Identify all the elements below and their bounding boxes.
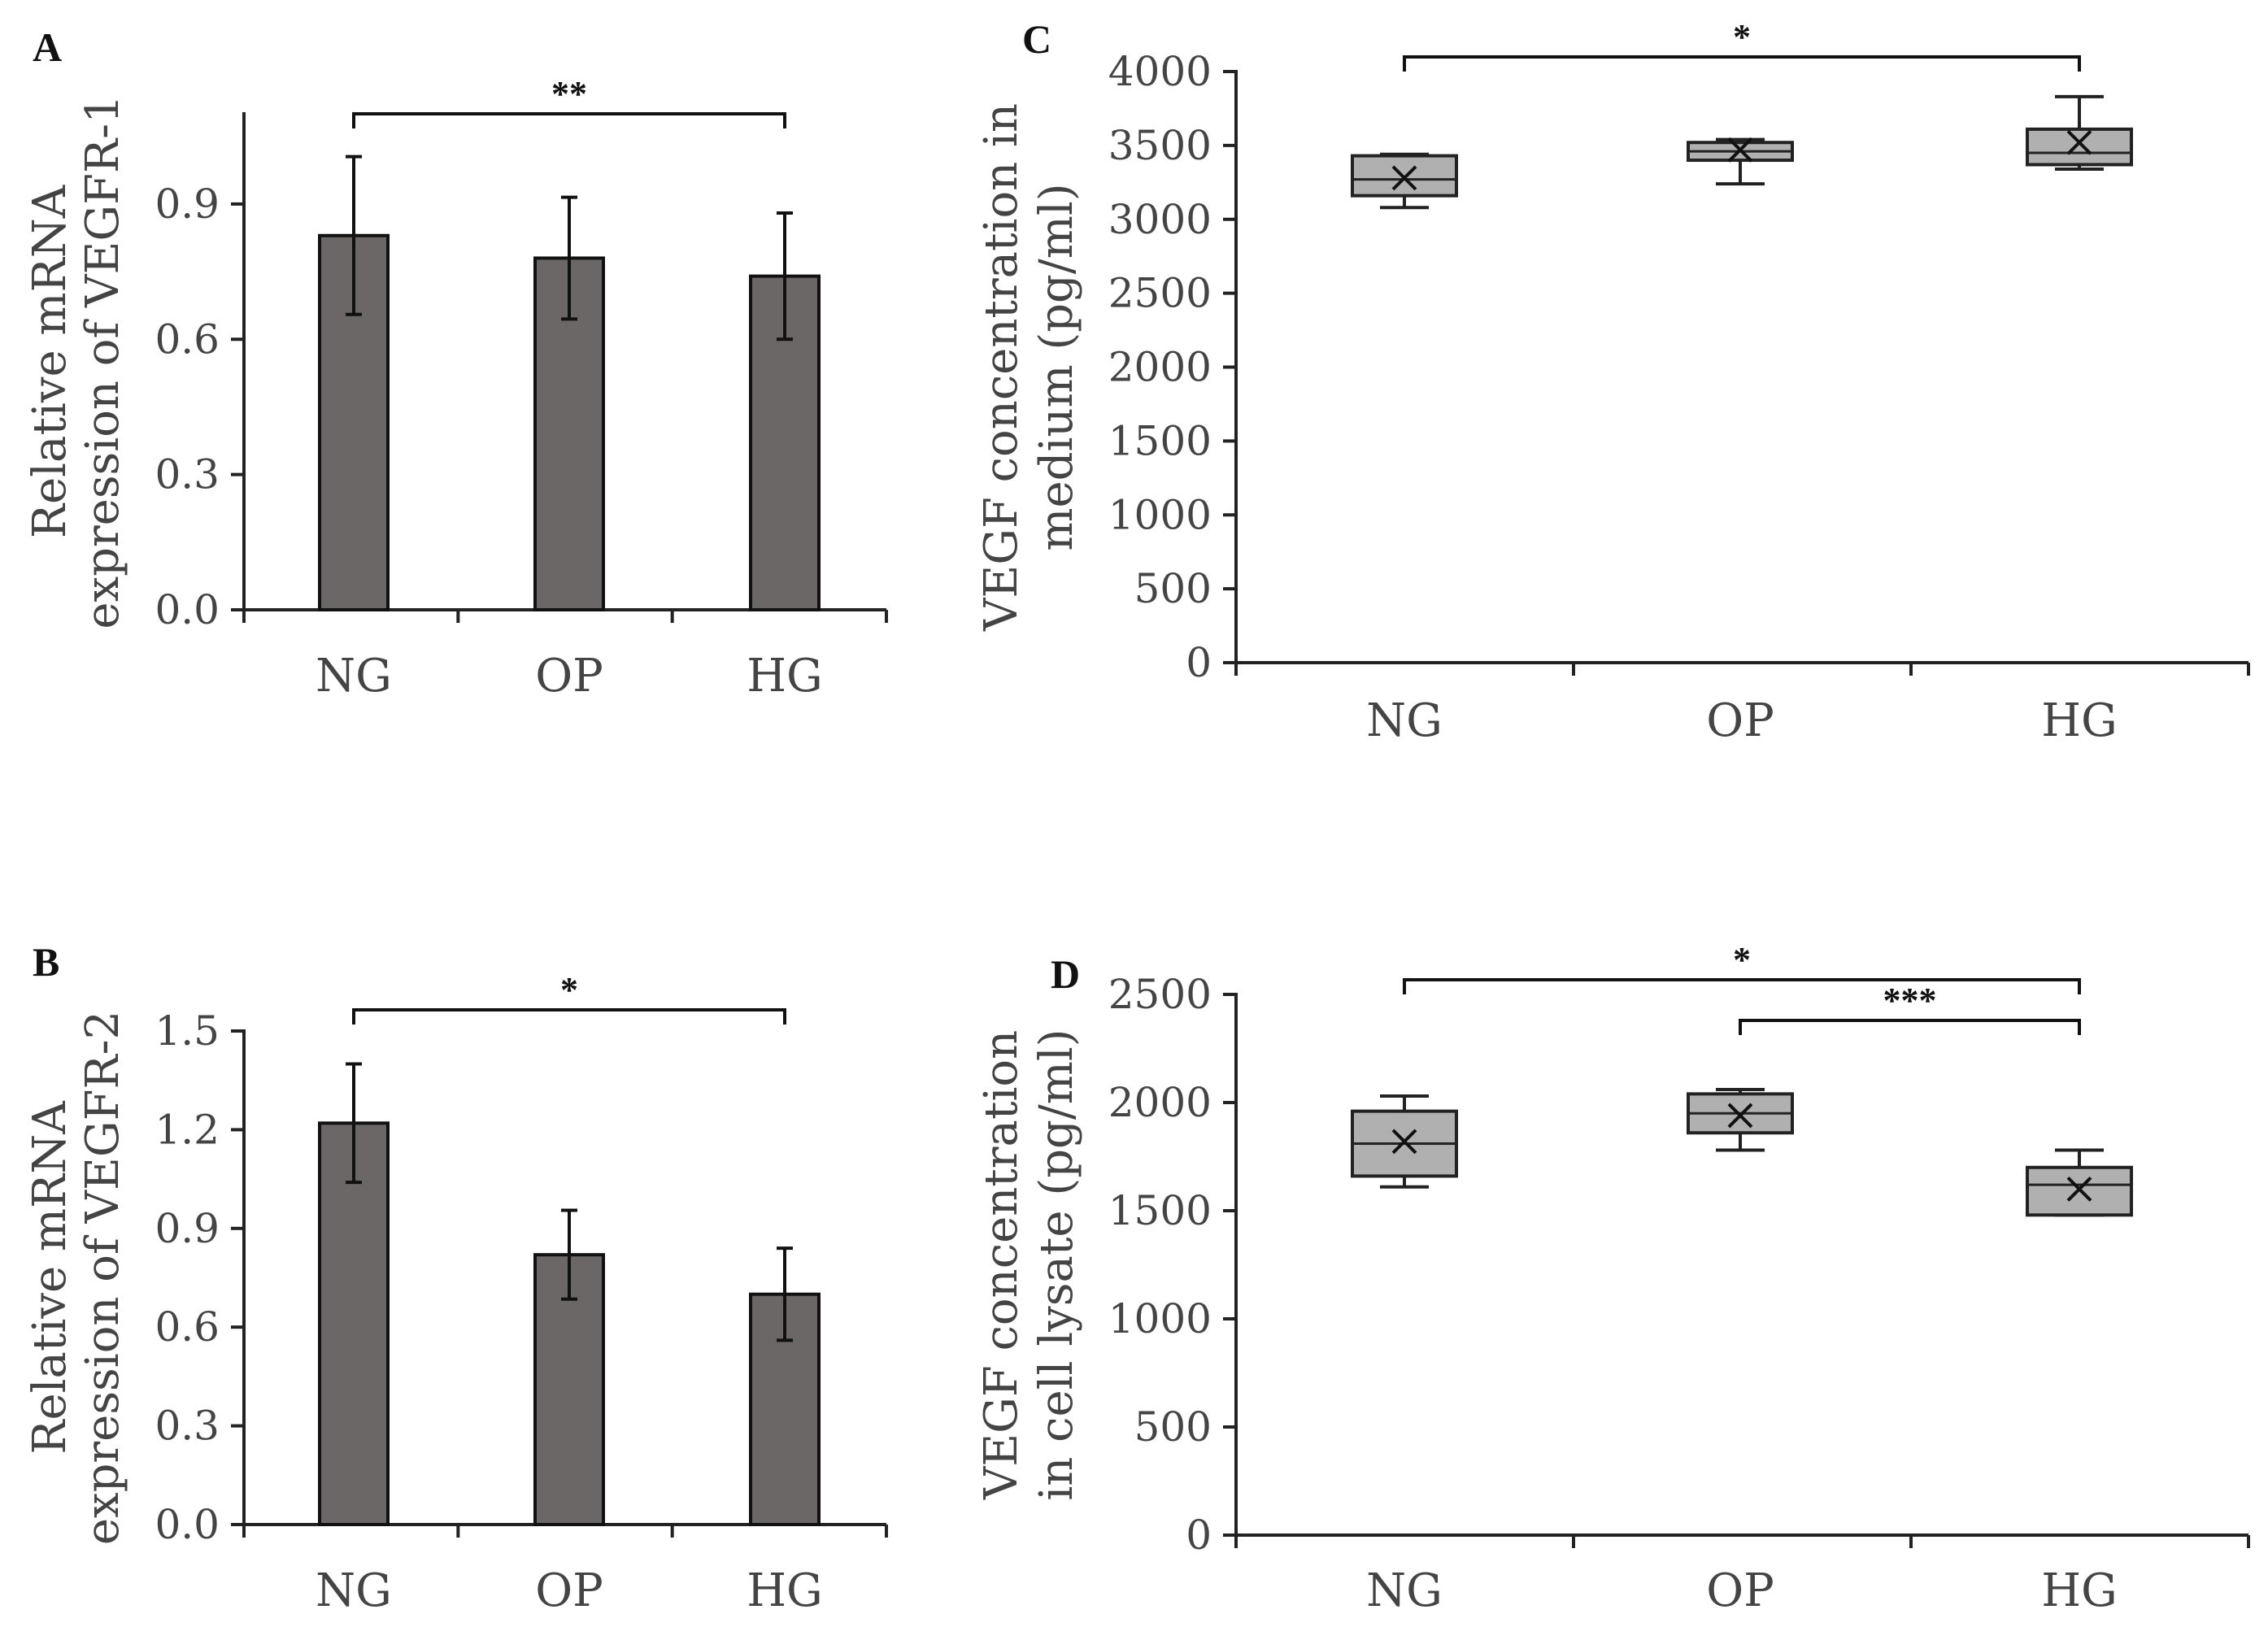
y-axis-title-line: medium (pg/ml): [1030, 183, 1083, 550]
significance-bracket: [352, 1008, 786, 1024]
mean-marker: [1727, 1103, 1753, 1129]
bar-op: [533, 256, 605, 611]
significance-label: **: [551, 74, 587, 114]
bar-hg: [749, 274, 821, 611]
y-tick-label: 2500: [1108, 971, 1212, 1018]
panel-a-bar-chart: A 0.0 0.3 0.6 0.9 NG OP HG Relative mRNA expressi…: [24, 24, 888, 703]
mean-marker: [2066, 1176, 2092, 1202]
significance-label: *: [560, 970, 578, 1010]
x-category-label: OP: [535, 650, 603, 703]
y-tick-label: 1500: [1108, 417, 1212, 464]
x-category-label: HG: [2041, 694, 2118, 747]
y-tick-label: 0.6: [155, 1303, 220, 1351]
panel-label: C: [1022, 16, 1051, 62]
panel-d-box-plot: D 0 500 1000 1500 2000 2500 NG OP HG VEGF concentr…: [975, 940, 2250, 1617]
y-tick-label: 2000: [1108, 344, 1212, 391]
mean-marker: [1727, 137, 1753, 163]
y-tick-label: 3500: [1108, 122, 1212, 169]
y-axis-title-line: Relative mRNA: [24, 185, 76, 538]
y-axis-title-line: expression of VEGFR-1: [76, 94, 129, 629]
panel-label: B: [33, 939, 59, 985]
y-tick-label: 1.5: [155, 1007, 220, 1055]
x-category-label: OP: [1706, 694, 1774, 747]
box-hg: [2026, 127, 2133, 167]
y-tick-label: 500: [1134, 1403, 1212, 1451]
panel-b-bar-chart: B 0.0 0.3 0.6 0.9 1.2 1.5 NG OP HG Relative mRNA ex…: [24, 939, 888, 1617]
y-axis-title-line: Relative mRNA: [24, 1101, 76, 1455]
x-category-label: HG: [747, 1564, 823, 1617]
mean-marker: [1391, 165, 1417, 191]
x-category-label: NG: [1366, 694, 1443, 747]
bar-ng: [318, 1121, 390, 1526]
panel-label: A: [33, 24, 62, 70]
significance-bracket: [1403, 55, 2081, 72]
mean-marker: [1391, 1129, 1417, 1155]
y-tick-label: 500: [1134, 565, 1212, 612]
y-tick-label: 0.0: [155, 1501, 220, 1548]
y-axis-title-line: in cell lysate (pg/ml): [1030, 1029, 1083, 1500]
x-category-label: NG: [1366, 1564, 1443, 1617]
y-tick-label: 4000: [1108, 48, 1212, 95]
y-tick-label: 1000: [1108, 1295, 1212, 1342]
x-category-label: HG: [2041, 1564, 2118, 1617]
y-tick-label: 3000: [1108, 196, 1212, 243]
y-tick-label: 0: [1186, 1512, 1212, 1559]
y-axis-title-line: VEGF concentration: [975, 1030, 1028, 1500]
y-tick-label: 0.6: [155, 315, 220, 363]
x-category-label: OP: [535, 1564, 603, 1617]
significance-bracket: [1403, 978, 2081, 994]
panel-c-box-plot: C 0 500 1000 1500 2000 2500 3000 3500 4000 NG OP HG V…: [975, 16, 2250, 747]
y-tick-label: 0.9: [155, 181, 220, 228]
y-tick-label: 2000: [1108, 1079, 1212, 1126]
x-category-label: HG: [747, 650, 823, 703]
significance-bracket: [352, 112, 786, 128]
y-axis-title-line: expression of VEGFR-2: [76, 1011, 129, 1545]
significance-label: ***: [1883, 981, 1937, 1020]
y-tick-label: 0.3: [155, 1403, 220, 1450]
mean-marker: [2066, 129, 2092, 155]
y-tick-label: 0.0: [155, 586, 220, 633]
y-axis-title-line: VEGF concentration in: [975, 103, 1028, 632]
x-category-label: NG: [316, 1564, 392, 1617]
y-tick-label: 1500: [1108, 1187, 1212, 1234]
x-category-label: NG: [316, 650, 392, 703]
y-tick-label: 0.3: [155, 451, 220, 498]
y-tick-label: 2500: [1108, 270, 1212, 317]
significance-label: *: [1733, 17, 1751, 57]
significance-bracket: [1739, 1019, 2081, 1035]
panel-label: D: [1051, 951, 1080, 997]
y-tick-label: 1.2: [155, 1106, 220, 1153]
y-tick-label: 0.9: [155, 1205, 220, 1252]
y-tick-label: 0: [1186, 639, 1212, 686]
significance-label: *: [1733, 940, 1751, 980]
x-category-label: OP: [1706, 1564, 1774, 1617]
y-tick-label: 1000: [1108, 491, 1212, 538]
